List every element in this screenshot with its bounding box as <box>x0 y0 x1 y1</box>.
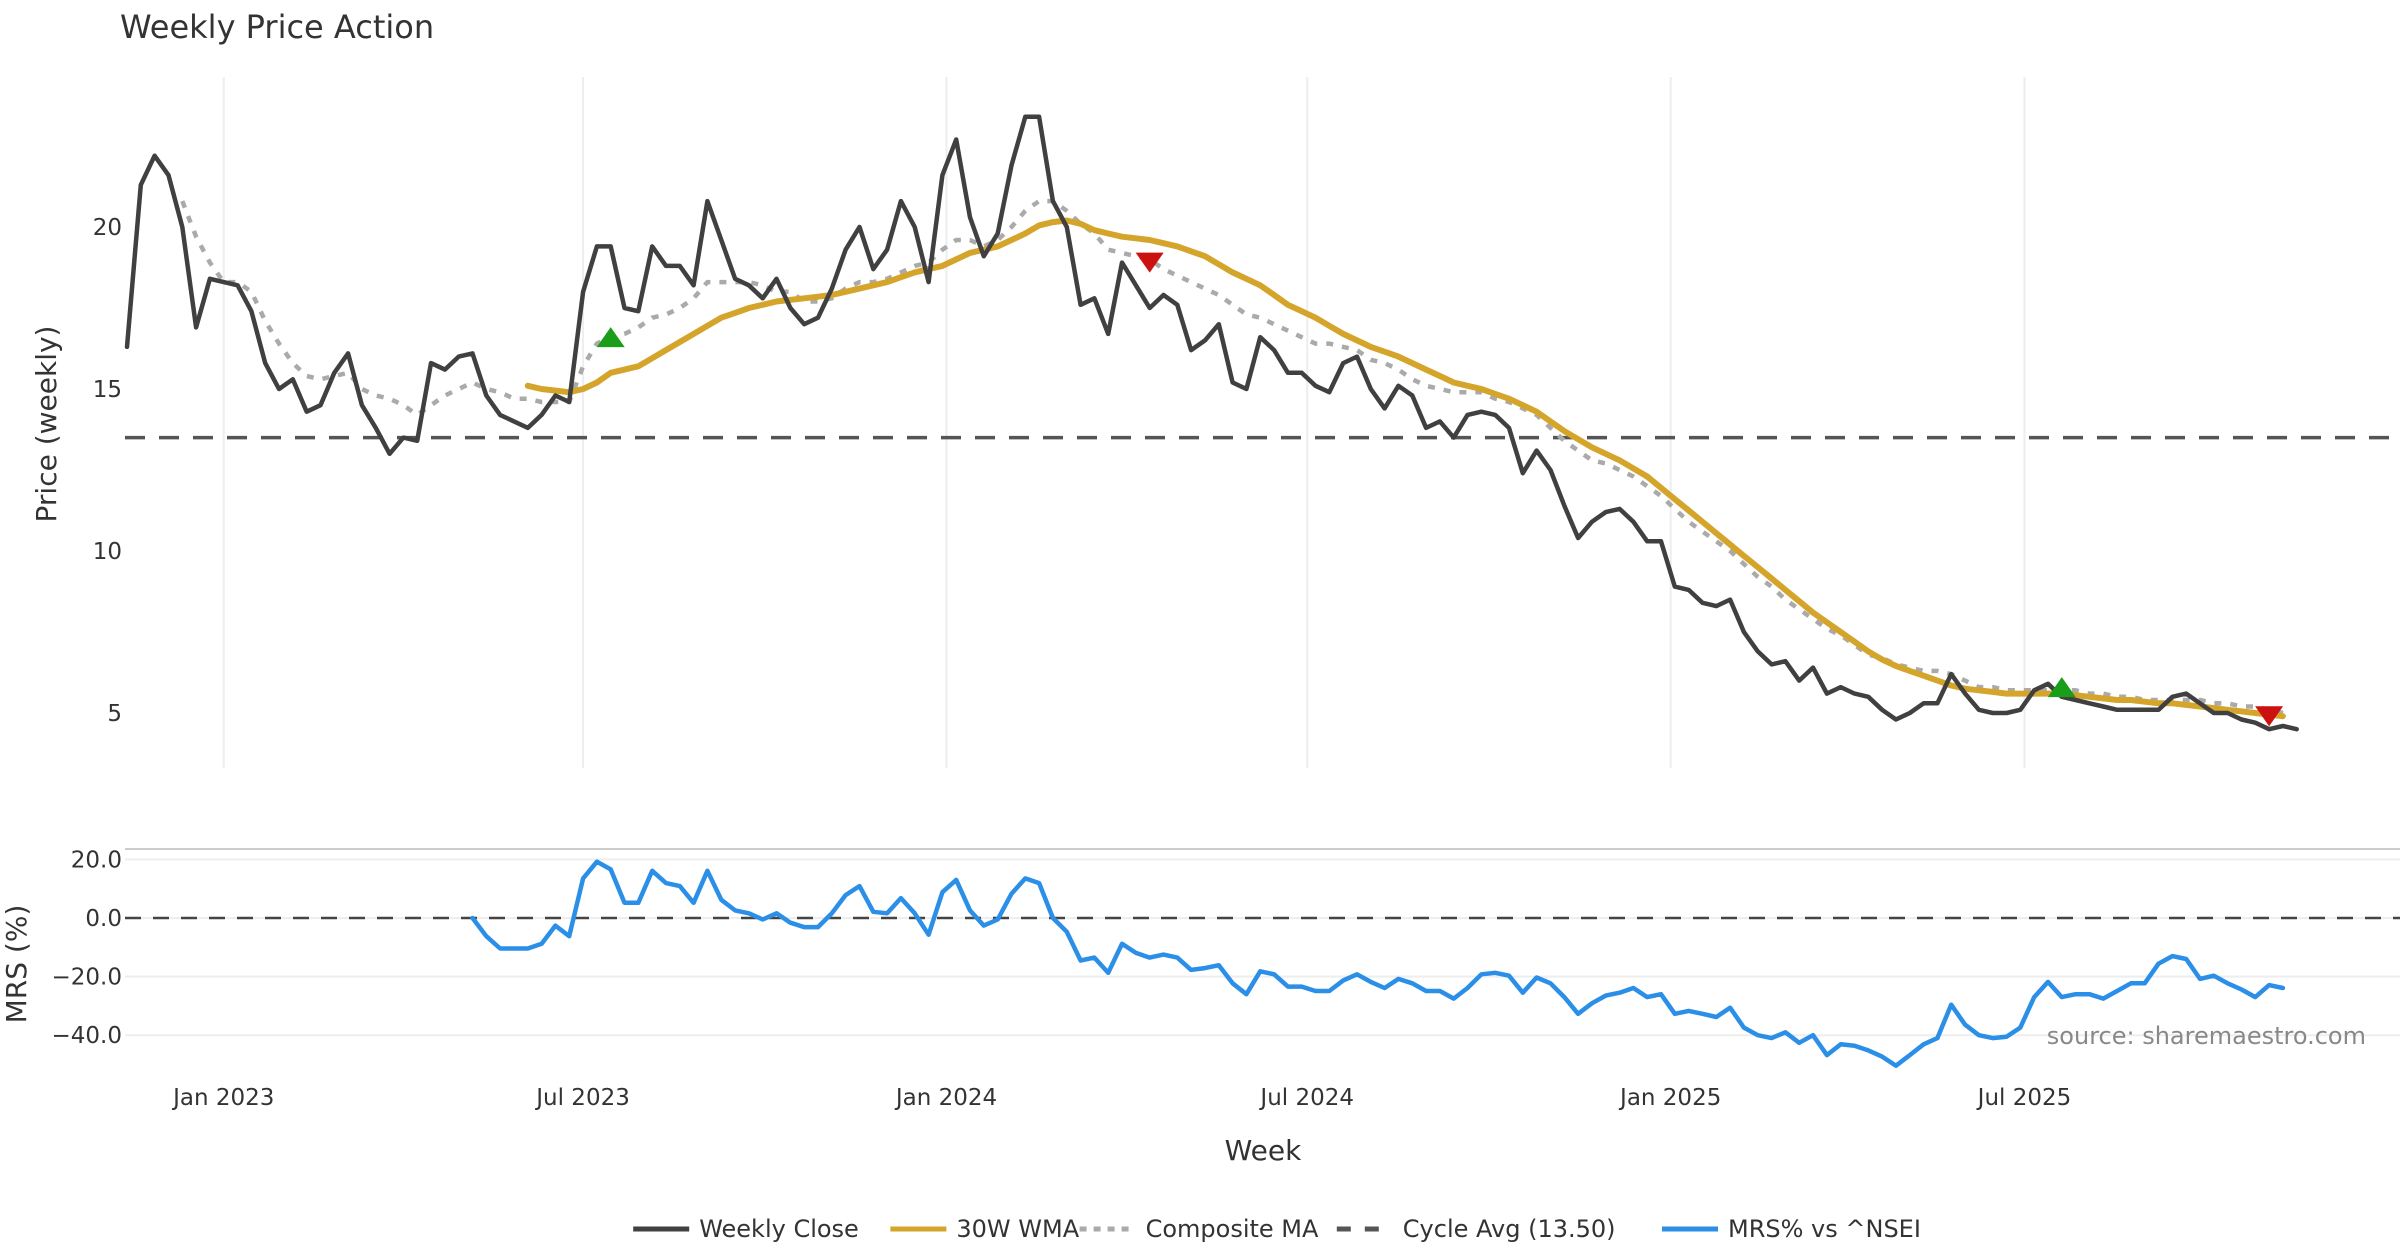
x-tick-label: Jul 2025 <box>1976 1085 2072 1111</box>
x-axis-label: Week <box>1225 1134 1302 1167</box>
mrs-y-tick-label: −20.0 <box>52 965 122 991</box>
series-line-mrs <box>470 859 2286 1068</box>
legend: Weekly Close 30W WMA Composite MA Cycle Avg… <box>633 1215 1921 1243</box>
legend-label: Composite MA <box>1146 1215 1319 1243</box>
price-y-axis-label: Price (weekly) <box>30 326 63 523</box>
mrs-y-tick-label: 20.0 <box>71 847 122 873</box>
mrs-panel: 20.0 0.0 −20.0 −40.0 MRS (%) source: sharem… <box>0 847 2400 1068</box>
legend-item: 30W WMA <box>890 1215 1080 1243</box>
legend-item: Weekly Close <box>633 1215 859 1243</box>
legend-label: Weekly Close <box>699 1215 859 1243</box>
sell-signal-triangle-down-icon <box>1135 252 1164 273</box>
price-y-tick-label: 5 <box>107 701 122 727</box>
legend-label: MRS% vs ^NSEI <box>1728 1215 1921 1243</box>
buy-signal-triangle-up-icon <box>596 327 625 348</box>
x-tick-label: Jan 2024 <box>894 1085 997 1111</box>
price-vertical-gridlines <box>222 77 2026 768</box>
mrs-series <box>470 859 2286 1068</box>
legend-item: MRS% vs ^NSEI <box>1662 1215 1921 1243</box>
sell-signal-triangle-down-icon <box>2255 706 2284 727</box>
mrs-y-ticks: 20.0 0.0 −20.0 −40.0 <box>52 847 122 1049</box>
buy-signal-triangle-up-icon <box>2047 677 2076 698</box>
price-y-tick-label: 20 <box>93 215 122 241</box>
legend-item: Composite MA <box>1079 1215 1319 1243</box>
mrs-y-tick-label: 0.0 <box>85 906 122 932</box>
x-tick-label: Jul 2024 <box>1258 1085 1354 1111</box>
mrs-y-axis-label: MRS (%) <box>0 905 33 1024</box>
source-annotation: source: sharemaestro.com <box>2047 1022 2366 1050</box>
series-line-weekly-close <box>124 114 2299 732</box>
signal-markers <box>596 252 2284 727</box>
x-tick-label: Jan 2023 <box>171 1085 274 1111</box>
mrs-y-tick-label: −40.0 <box>52 1023 122 1049</box>
chart-title: Weekly Price Action <box>120 8 434 46</box>
price-y-tick-label: 15 <box>93 377 122 403</box>
price-panel: 5 10 15 20 Price (weekly) <box>30 77 2400 768</box>
series-line-30w-wma <box>524 217 2286 720</box>
legend-label: 30W WMA <box>956 1215 1079 1243</box>
legend-item: Cycle Avg (13.50) <box>1336 1215 1616 1243</box>
x-axis-ticks: Jan 2023 Jul 2023 Jan 2024 Jul 2024 Jan 2025… <box>171 1085 2071 1111</box>
series-line-composite-ma <box>180 198 2284 716</box>
x-tick-label: Jul 2023 <box>534 1085 630 1111</box>
price-y-tick-label: 10 <box>93 539 122 565</box>
price-series <box>124 114 2299 732</box>
price-y-ticks: 5 10 15 20 <box>93 215 122 727</box>
legend-label: Cycle Avg (13.50) <box>1403 1215 1616 1243</box>
x-tick-label: Jan 2025 <box>1618 1085 1721 1111</box>
